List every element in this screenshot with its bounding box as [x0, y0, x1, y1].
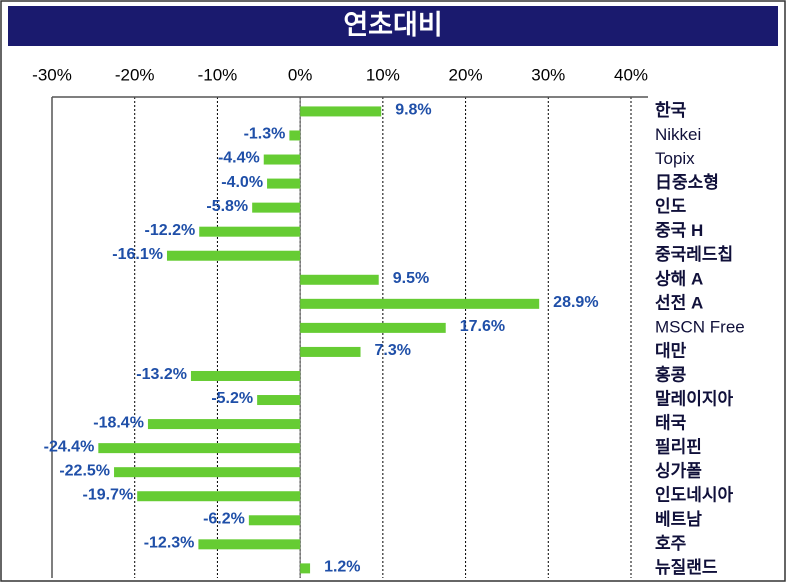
value-label: -16.1%	[112, 246, 163, 263]
bar	[300, 274, 379, 285]
bar	[137, 491, 301, 502]
bar	[300, 298, 540, 309]
category-label: 홍콩	[655, 364, 687, 384]
bar	[199, 226, 301, 237]
value-label: -4.4%	[218, 150, 260, 167]
x-tick-label: 40%	[614, 65, 648, 84]
value-label: -12.2%	[145, 222, 196, 239]
x-tick-label: -20%	[115, 65, 155, 84]
value-label: -12.3%	[144, 535, 195, 552]
category-label: 호주	[655, 534, 687, 553]
x-tick-label: -10%	[198, 65, 238, 84]
category-label: 뉴질랜드	[655, 557, 718, 577]
bar	[166, 250, 301, 261]
bar	[263, 154, 301, 165]
x-tick-label: 10%	[366, 65, 400, 84]
category-label: 선전 A	[655, 293, 703, 312]
category-label: Topix	[655, 149, 695, 168]
category-label: 대만	[655, 341, 687, 360]
value-label: -6.2%	[203, 510, 245, 527]
bar	[257, 395, 301, 406]
value-label: -13.2%	[136, 366, 187, 383]
category-label: 태국	[655, 414, 687, 433]
value-label: 17.6%	[460, 318, 505, 335]
value-label: 28.9%	[553, 294, 598, 311]
chart-title: 연초대비	[343, 10, 442, 40]
value-label: 9.8%	[395, 102, 431, 119]
category-label: 상해 A	[655, 269, 703, 288]
value-label: -18.4%	[93, 414, 144, 431]
bar	[190, 370, 301, 381]
bar	[300, 346, 361, 357]
bar	[198, 539, 301, 550]
value-label: -1.3%	[244, 126, 286, 143]
category-label: 한국	[655, 101, 687, 120]
value-label: -24.4%	[44, 438, 95, 455]
value-label: -5.8%	[206, 198, 248, 215]
x-tick-label: 30%	[531, 65, 565, 84]
category-label: 필리핀	[655, 438, 702, 457]
category-label: MSCN Free	[655, 317, 745, 336]
value-label: -19.7%	[82, 486, 133, 503]
category-label: 싱가폴	[655, 462, 702, 481]
value-label: -22.5%	[59, 462, 110, 479]
bar	[248, 515, 301, 526]
value-label: -4.0%	[221, 174, 263, 191]
category-label: 인도네시아	[655, 486, 734, 505]
x-tick-label: 0%	[288, 65, 313, 84]
title-banner	[8, 6, 778, 46]
x-tick-label: -30%	[32, 65, 72, 84]
category-label: 중국 H	[655, 221, 703, 240]
category-label: 중국레드칩	[655, 244, 733, 264]
value-label: 1.2%	[324, 559, 360, 576]
bar	[300, 106, 382, 117]
x-tick-label: 20%	[449, 65, 483, 84]
value-label: 7.3%	[375, 342, 411, 359]
bar	[267, 178, 301, 189]
value-label: -5.2%	[211, 390, 253, 407]
bar	[289, 130, 301, 141]
bar	[252, 202, 301, 213]
category-label: 베트남	[655, 510, 702, 529]
category-label: 인도	[655, 197, 687, 216]
bar	[300, 322, 446, 333]
value-label: 9.5%	[393, 270, 429, 287]
category-label: Nikkei	[655, 125, 701, 144]
category-label: 日중소형	[655, 172, 719, 192]
bar	[147, 419, 301, 430]
category-label: 말레이지아	[655, 389, 734, 409]
bar	[300, 563, 311, 574]
bar	[114, 467, 301, 478]
bar	[98, 443, 301, 454]
